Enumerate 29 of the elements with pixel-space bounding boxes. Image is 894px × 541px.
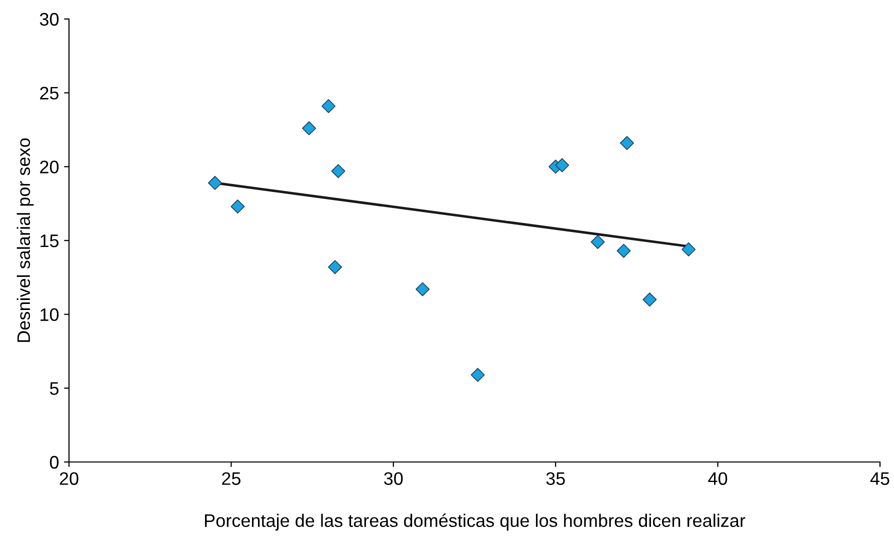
- point: [302, 121, 316, 136]
- point: [230, 200, 245, 214]
- y-tick-label: 25: [40, 86, 59, 100]
- x-tick-label: 45: [870, 472, 890, 485]
- y-tick-label: 5: [50, 382, 59, 395]
- point: [208, 176, 222, 190]
- x-tick-label: 30: [384, 472, 403, 485]
- point: [470, 368, 485, 382]
- point: [590, 234, 605, 249]
- point: [322, 99, 336, 114]
- point: [416, 282, 430, 296]
- x-axis-title: Porcentaje de las tareas domésticas que los hombres dicen realizar: [205, 514, 746, 531]
- x-tick-label: 35: [546, 472, 565, 485]
- x-tick-label: 25: [222, 472, 240, 485]
- point: [328, 260, 342, 274]
- y-tick-label: 10: [40, 308, 59, 322]
- y-tick-label: 0: [50, 456, 59, 469]
- x-tick-label: 20: [60, 472, 78, 485]
- point: [616, 244, 631, 258]
- y-tick-label: 20: [40, 160, 59, 174]
- y-tick-label: 30: [40, 12, 59, 26]
- point: [555, 158, 570, 172]
- point: [331, 164, 346, 178]
- x-tick-label: 40: [708, 472, 728, 485]
- point: [620, 136, 634, 150]
- point: [682, 242, 696, 256]
- y-tick-label: 15: [40, 234, 59, 248]
- y-axis-title: Desnivel salarial por sexo: [16, 138, 34, 342]
- point: [642, 292, 657, 307]
